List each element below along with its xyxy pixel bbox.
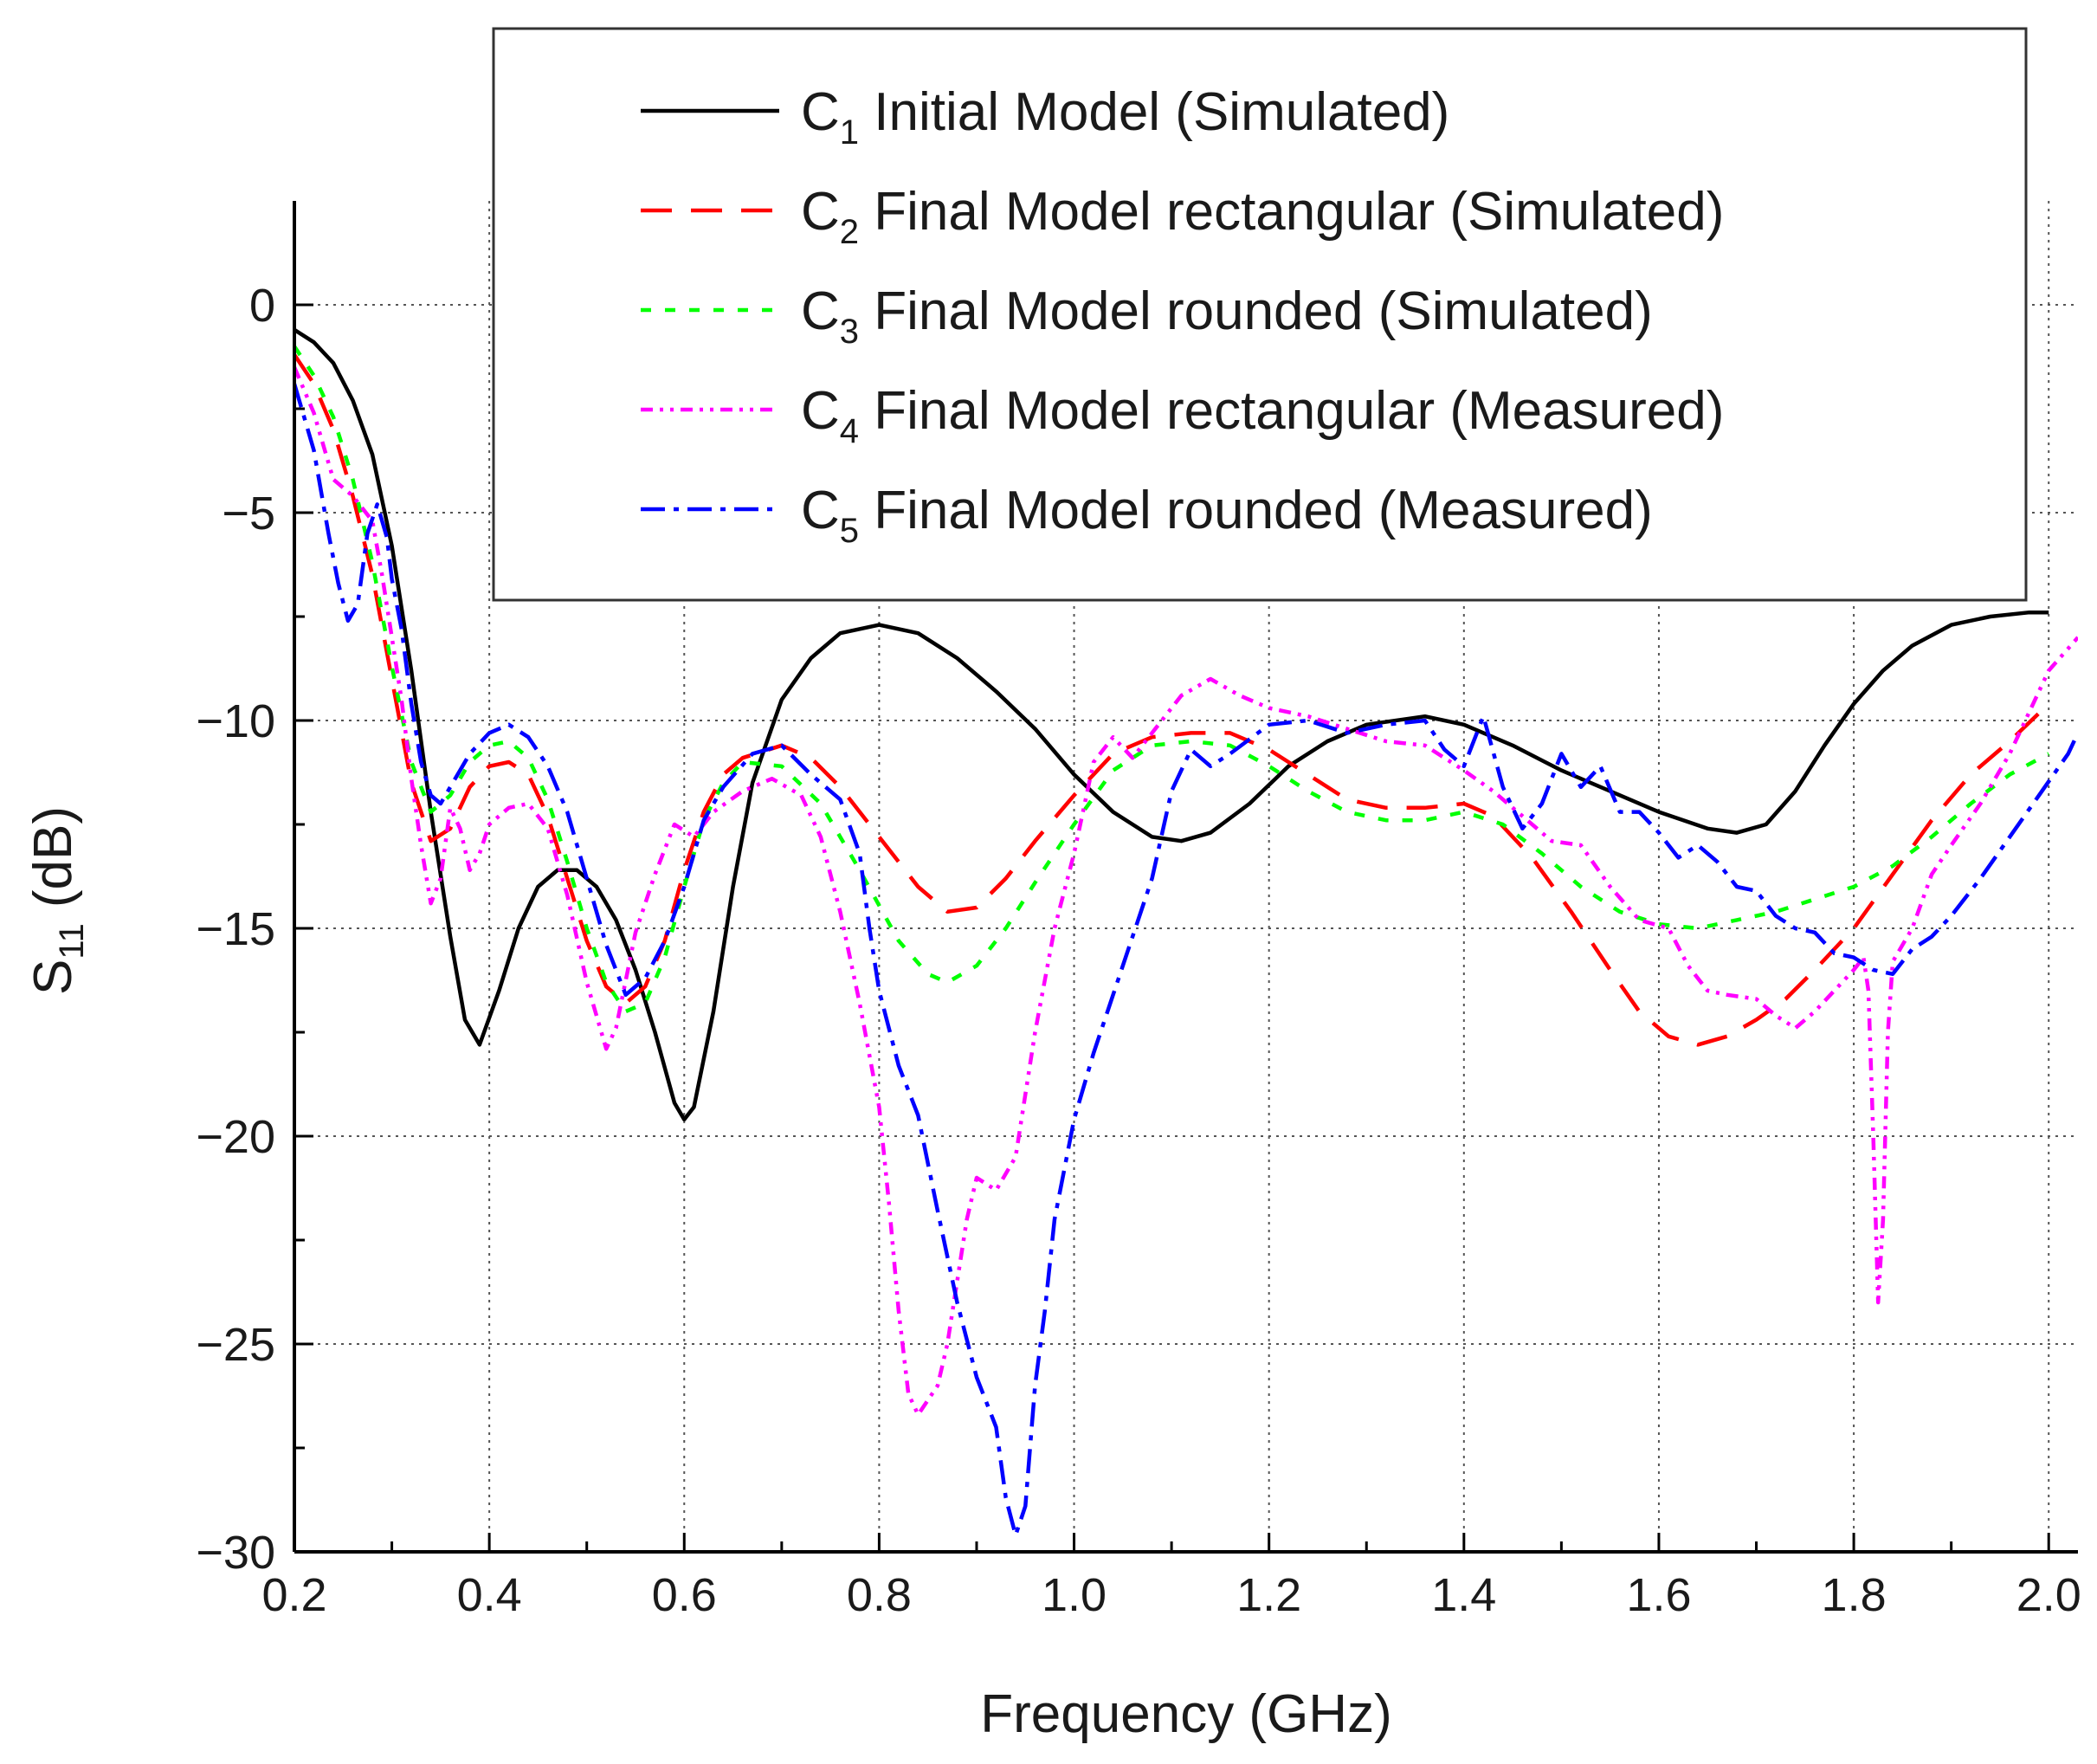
x-tick-label: 1.6 [1626,1569,1691,1621]
y-tick-label: −15 [196,903,275,955]
series-line-c1 [294,327,2049,1122]
x-tick-label: 1.2 [1236,1569,1301,1621]
x-tick-label: 0.4 [457,1569,522,1621]
legend-label-c3: C3 Final Model rounded (Simulated) [801,281,1653,351]
y-tick-label: −30 [196,1527,275,1579]
tick-labels: 0.2 0.4 0.6 0.8 1.0 1.2 1.4 1.6 1.8 2.0 0 −5 −10 −15 −… [196,280,2081,1621]
y-axis-title-unit: (dB) [23,806,83,908]
legend-label-c4: C4 Final Model rectangular (Measured) [801,381,1724,450]
legend-label-c5: C5 Final Model rounded (Measured) [801,481,1653,550]
legend: C1 Initial Model (Simulated) C2 Final Mod… [492,27,2028,602]
series-line-c5 [294,383,2078,1538]
axes [293,201,2078,1554]
y-axis-title: S11 (dB) [23,806,91,995]
y-tick-label: −5 [222,488,275,540]
x-tick-label: 1.0 [1042,1569,1107,1621]
x-tick-label: 0.6 [652,1569,717,1621]
y-axis-title-sub: 11 [53,923,91,960]
legend-label-c2: C2 Final Model rectangular (Simulated) [801,182,1724,251]
svg-text:S11(dB): S11 (dB) [23,806,91,995]
y-tick-label: −20 [196,1111,275,1163]
y-axis-title-main: S [23,960,83,995]
x-tick-label: 1.4 [1431,1569,1496,1621]
x-tick-label: 0.8 [847,1569,912,1621]
y-tick-label: 0 [249,280,275,332]
series-lines [294,327,2078,1538]
x-tick-label: 0.2 [261,1569,326,1621]
x-tick-label: 1.8 [1822,1569,1887,1621]
series-line-c2 [294,353,2050,1047]
y-tick-label: −25 [196,1319,275,1371]
y-tick-label: −10 [196,695,275,747]
series-line-c4 [294,366,2078,1417]
x-tick-label: 2.0 [2016,1569,2081,1621]
legend-label-c1: C1 Initial Model (Simulated) [801,82,1449,152]
x-axis-title: Frequency (GHz) [980,1684,1391,1744]
legend-box [492,27,2028,602]
